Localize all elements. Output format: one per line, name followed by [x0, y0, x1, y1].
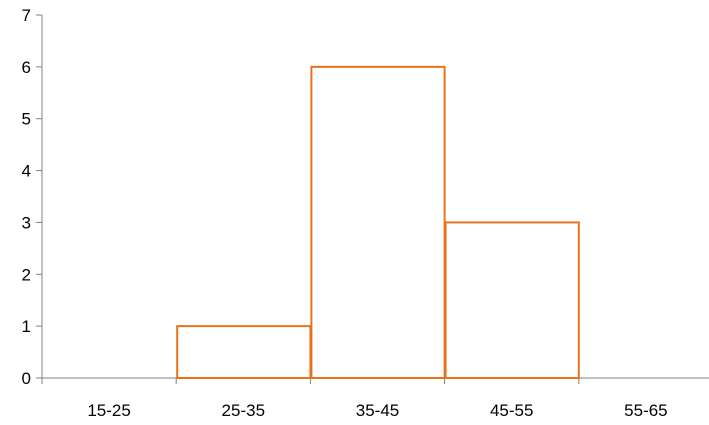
x-tick-label: 15-25	[87, 401, 130, 420]
y-tick-label: 3	[22, 213, 31, 232]
bar	[176, 325, 312, 379]
x-axis: 15-25 25-35 35-45 45-55 55-65	[41, 377, 709, 420]
x-tick-label: 55-65	[624, 401, 667, 420]
y-tick-label: 7	[22, 6, 31, 25]
x-tick-label: 45-55	[490, 401, 533, 420]
bar	[310, 65, 446, 379]
y-tick-label: 6	[22, 58, 31, 77]
y-tick-label: 0	[22, 369, 31, 388]
y-axis: 0 1 2 3 4 5 6 7	[22, 6, 43, 388]
y-tick-label: 4	[22, 162, 31, 181]
x-tick-label: 25-35	[222, 401, 265, 420]
bar	[444, 221, 580, 379]
y-tick-label: 2	[22, 265, 31, 284]
y-tick-label: 5	[22, 110, 31, 129]
bars	[176, 65, 580, 379]
y-tick-label: 1	[22, 317, 31, 336]
x-tick-label: 35-45	[356, 401, 399, 420]
